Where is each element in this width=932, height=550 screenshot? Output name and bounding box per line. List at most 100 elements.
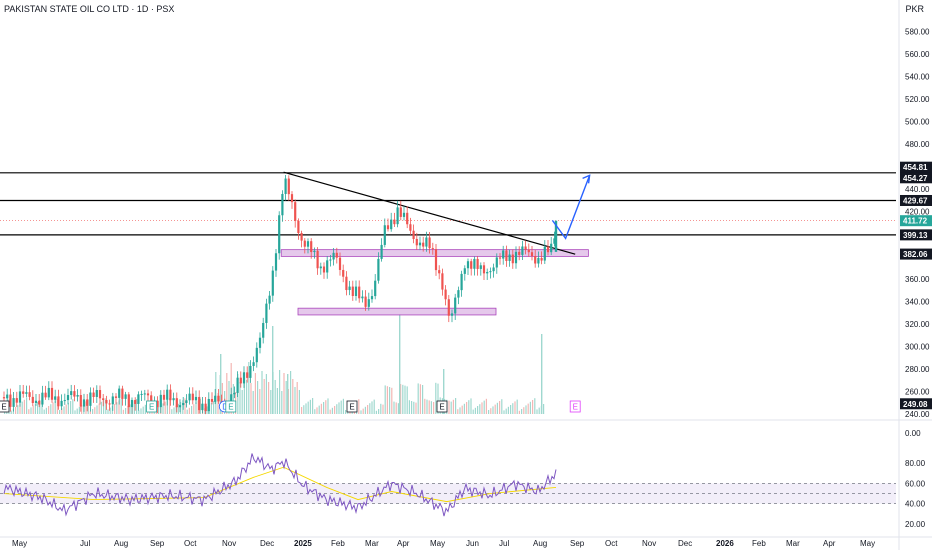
- y-tick-label: 420.00: [905, 207, 930, 216]
- volume-bar: [226, 373, 228, 414]
- volume-bar: [59, 410, 61, 414]
- trendline[interactable]: [283, 171, 576, 255]
- candle-body: [150, 395, 153, 404]
- candle-body: [434, 249, 438, 271]
- earnings-marker[interactable]: [146, 400, 158, 413]
- x-tick-label: May: [430, 539, 445, 548]
- volume-bar: [437, 383, 439, 414]
- volume-bar: [50, 404, 52, 414]
- candle-body: [377, 258, 380, 281]
- x-tick-label: Aug: [114, 539, 128, 548]
- volume-bar: [503, 410, 505, 414]
- candle-body: [438, 270, 441, 274]
- support-zone[interactable]: [280, 249, 589, 257]
- volume-bar: [92, 409, 94, 414]
- volume-bar: [538, 407, 540, 414]
- candle-body: [428, 237, 431, 249]
- volume-bar: [15, 407, 17, 414]
- volume-bar: [144, 404, 146, 414]
- price-label-badge: [900, 398, 932, 410]
- volume-bar: [393, 401, 395, 414]
- candle-body: [204, 403, 207, 412]
- support-zone[interactable]: [297, 307, 497, 316]
- earnings-marker[interactable]: [346, 400, 358, 413]
- volume-bar: [521, 409, 523, 414]
- candle-body: [278, 215, 281, 254]
- volume-bar: [384, 385, 386, 414]
- volume-bar: [402, 384, 404, 414]
- volume-bar: [433, 402, 435, 414]
- volume-bar: [140, 408, 142, 414]
- volume-bar: [386, 386, 388, 414]
- candle-body: [114, 396, 118, 398]
- volume-bar: [499, 401, 501, 414]
- candle-body: [137, 394, 140, 404]
- volume-bar: [463, 403, 465, 414]
- volume-bar: [395, 402, 397, 414]
- candle-body: [316, 250, 319, 269]
- volume-bar: [523, 407, 525, 414]
- volume-bar: [305, 403, 307, 414]
- candle-body: [348, 286, 351, 291]
- candle-body: [383, 225, 386, 245]
- volume-bar: [125, 408, 127, 414]
- earnings-marker[interactable]: [0, 400, 10, 413]
- earnings-marker[interactable]: [569, 400, 581, 413]
- volume-bar: [367, 405, 369, 414]
- volume-bar: [303, 405, 305, 414]
- candle-body: [393, 219, 396, 225]
- volume-bar: [490, 408, 492, 414]
- volume-bar: [507, 406, 509, 414]
- volume-bar: [78, 406, 80, 414]
- volume-bar: [87, 399, 89, 414]
- volume-bar: [193, 404, 195, 414]
- earnings-marker[interactable]: [436, 400, 448, 413]
- candle-body: [98, 390, 102, 399]
- candle-body: [25, 392, 28, 394]
- volume-bar: [285, 381, 287, 414]
- candle-body: [537, 257, 540, 264]
- rsi-tick-label: 20.00: [905, 520, 926, 529]
- volume-bar: [483, 400, 485, 414]
- volume-bar: [417, 383, 419, 414]
- volume-bar: [61, 408, 63, 414]
- x-tick-label: Dec: [678, 539, 692, 548]
- x-tick-label: Feb: [752, 539, 766, 548]
- projection-arrow[interactable]: [551, 175, 591, 240]
- candle-body: [332, 252, 335, 260]
- candle-body: [47, 387, 50, 398]
- volume-bar: [532, 400, 534, 414]
- y-tick-label: 240.00: [905, 410, 930, 419]
- candle-body: [361, 296, 364, 299]
- y-tick-label: 320.00: [905, 320, 930, 329]
- volume-bar: [408, 400, 410, 414]
- candle-body: [335, 252, 338, 258]
- volume-bar: [316, 407, 318, 414]
- candle-body: [102, 398, 105, 400]
- volume-bar: [382, 404, 384, 414]
- candle-body: [358, 286, 361, 299]
- candle-body: [198, 396, 201, 411]
- candle-body: [322, 266, 326, 273]
- candle-body: [415, 238, 418, 246]
- candle-body: [140, 393, 143, 395]
- volume-bar: [272, 326, 274, 414]
- candle-body: [466, 261, 470, 269]
- volume-bar: [100, 401, 102, 414]
- candle-body: [169, 389, 172, 401]
- volume-bar: [375, 410, 377, 414]
- volume-bar: [39, 400, 41, 414]
- price-label: 399.13: [903, 231, 928, 240]
- earnings-marker[interactable]: [225, 400, 237, 413]
- candle-body: [38, 400, 41, 405]
- volume-bar: [287, 374, 289, 414]
- candle-body: [2, 397, 6, 399]
- volume-bar: [177, 403, 179, 414]
- candle-body: [258, 337, 262, 348]
- volume-bar: [329, 409, 331, 414]
- candle-body: [550, 243, 553, 253]
- candle-body: [310, 241, 313, 253]
- candle-body: [441, 273, 444, 290]
- volume-bar: [397, 403, 399, 414]
